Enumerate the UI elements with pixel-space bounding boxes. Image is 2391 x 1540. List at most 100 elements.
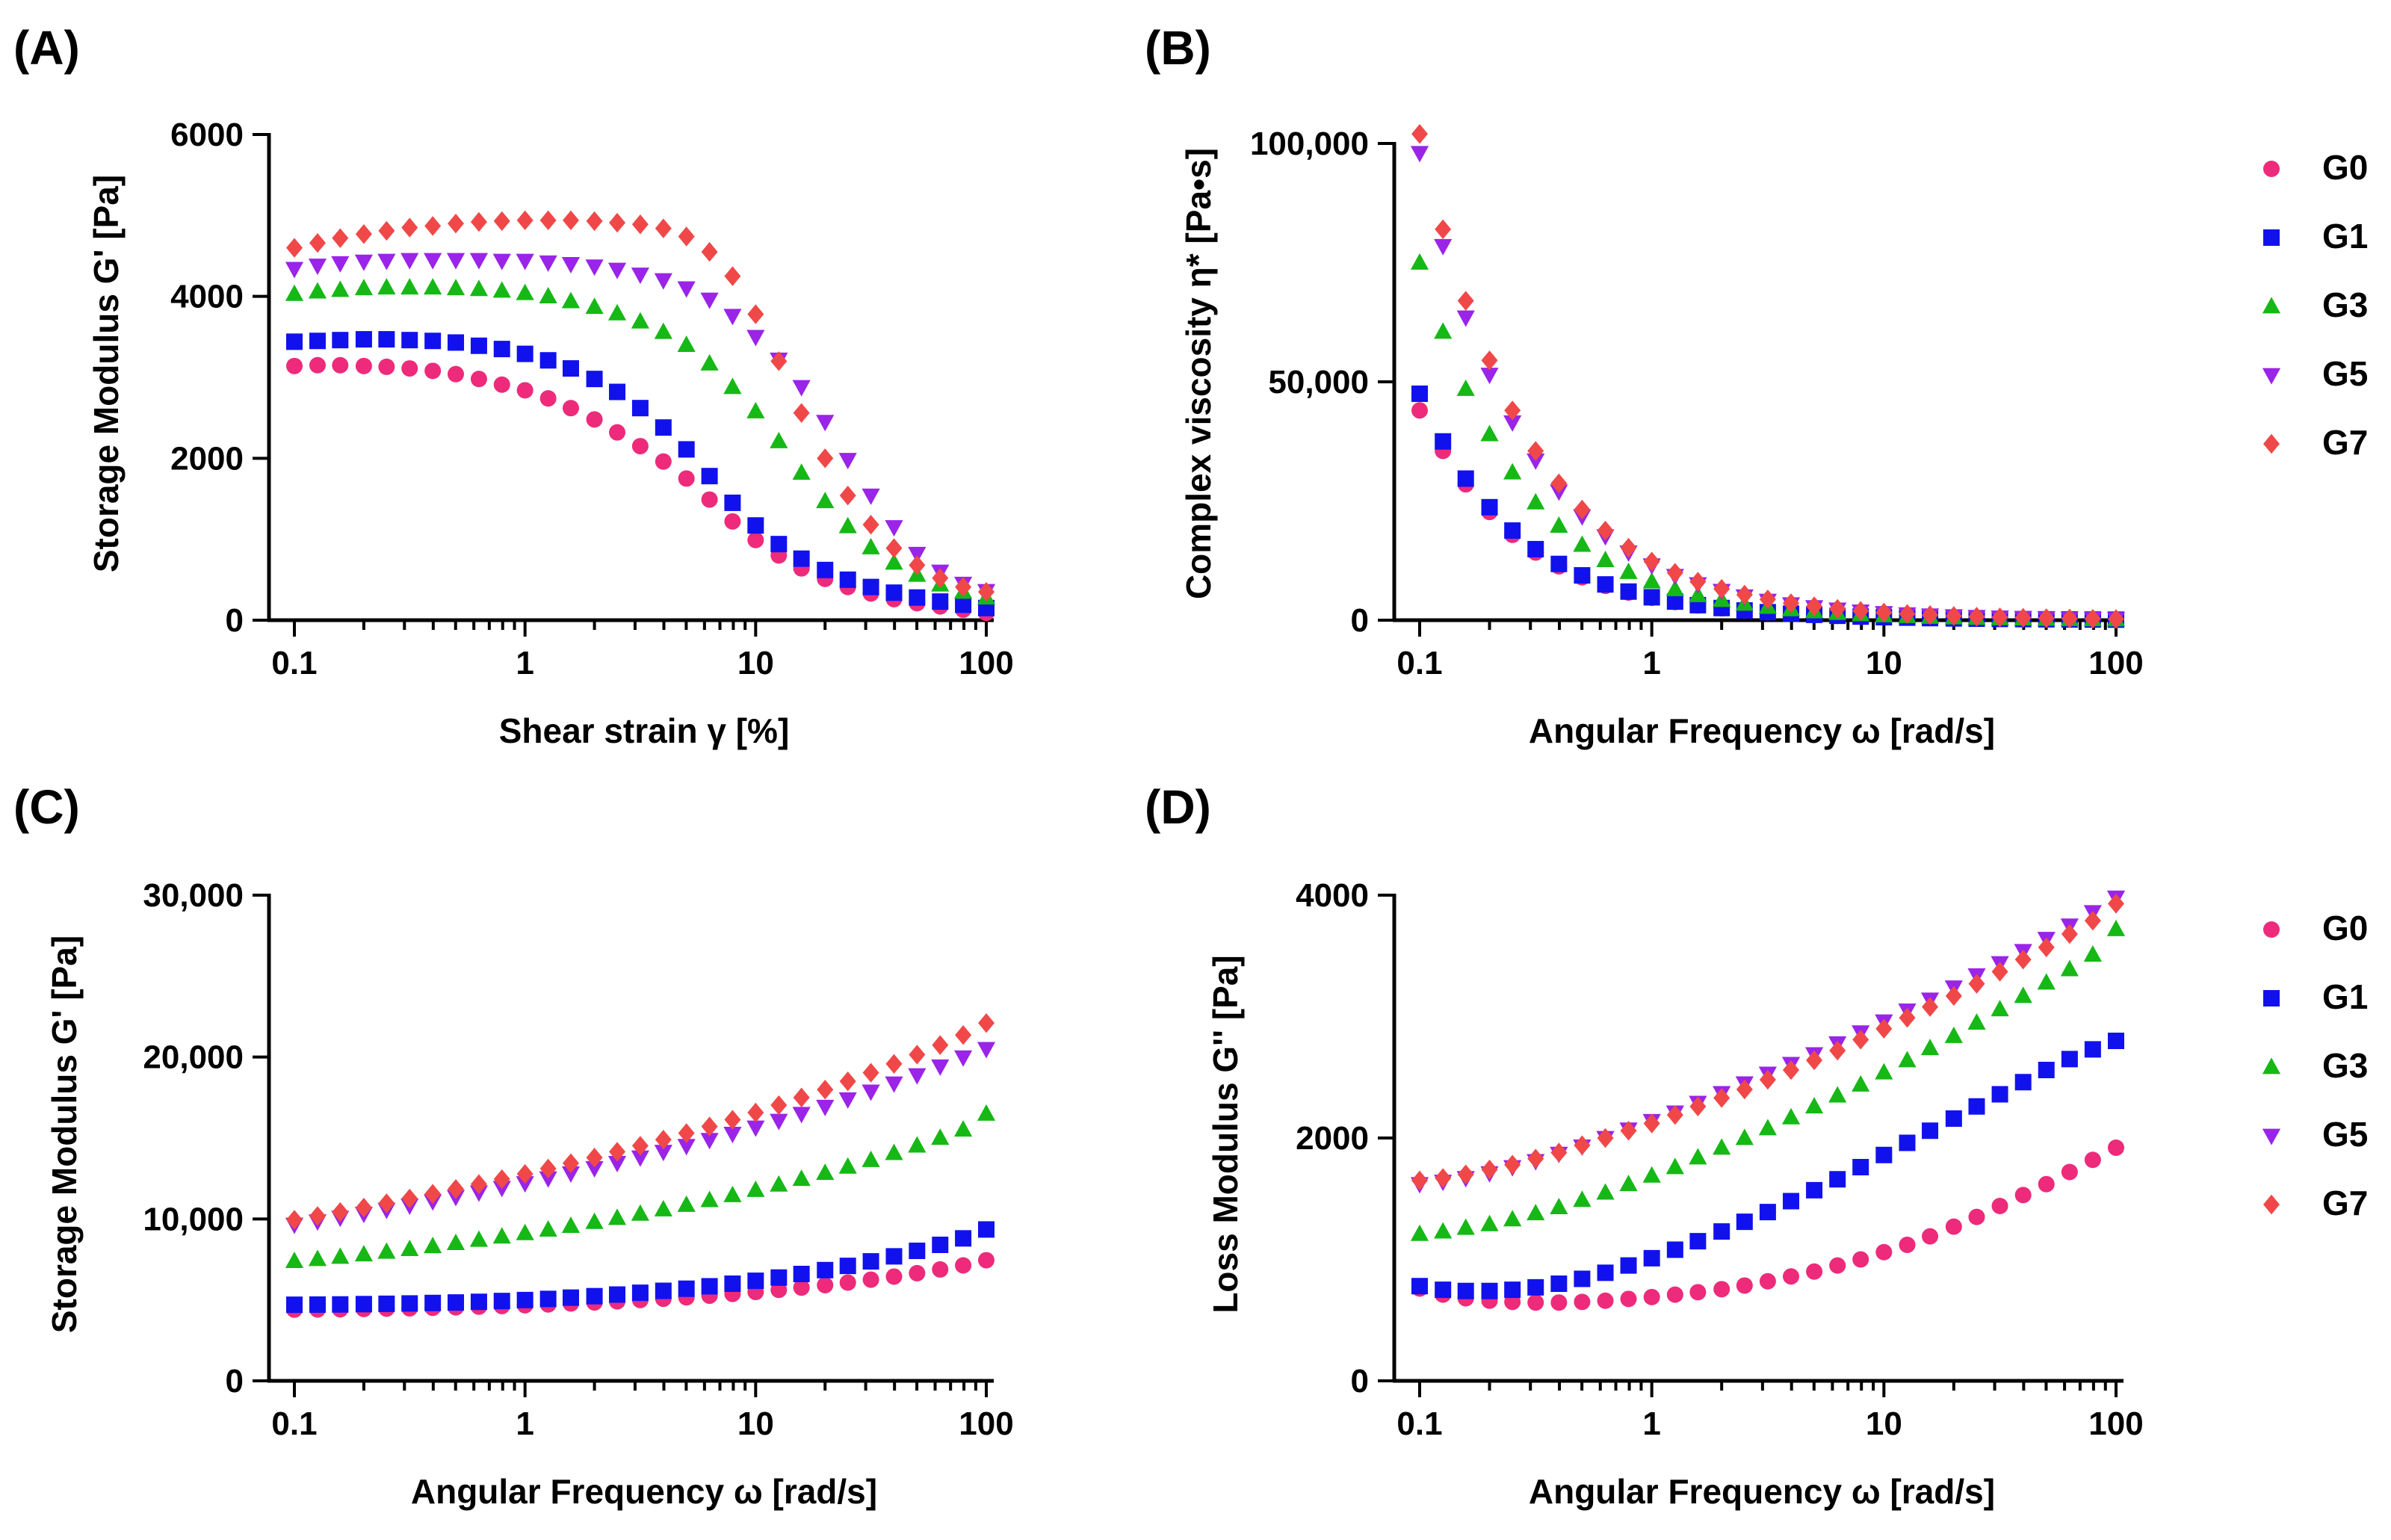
panel-b-x-tick-label: 10 [1866, 645, 1902, 681]
panel-d-point-g0 [2014, 1187, 2032, 1204]
panel-c-point-g3 [446, 1233, 465, 1250]
panel-d-series-g1 [1411, 1033, 2124, 1299]
legend-label-g0: G0 [2322, 909, 2368, 947]
panel-a-point-g1 [793, 550, 810, 567]
legend-label-g3: G3 [2322, 1046, 2368, 1085]
panel-a-label: (A) [13, 21, 80, 75]
panel-a-point-g7 [978, 581, 995, 602]
panel-c-point-g3 [677, 1195, 696, 1212]
panel-b-point-g7 [1759, 589, 1776, 610]
legend-marker-g0 [2263, 921, 2280, 938]
legend-label-g0: G0 [2322, 148, 2368, 187]
panel-a-point-g3 [561, 291, 581, 309]
legend-label-g7: G7 [2322, 1184, 2368, 1222]
panel-a-y-tick-label: 6000 [170, 117, 244, 153]
legend-entry-g3: G3 [2262, 1046, 2368, 1085]
panel-b-point-g3 [1434, 322, 1453, 339]
panel-a-point-g5 [607, 262, 627, 279]
panel-d-point-g7 [1713, 1088, 1730, 1108]
panel-a-point-g0 [539, 390, 557, 407]
panel-c-point-g7 [909, 1045, 926, 1065]
panel-d-point-g7 [1666, 1104, 1683, 1125]
panel-a-point-g3 [792, 463, 811, 480]
panel-d-point-g1 [2084, 1041, 2101, 1058]
panel-c-y-axis-title: Storage Modulus G' [Pa] [45, 936, 84, 1333]
panel-b-point-g7 [2014, 607, 2032, 628]
panel-d-x-tick-label: 1 [1642, 1406, 1660, 1442]
panel-a-point-g7 [470, 211, 487, 232]
panel-c-point-g7 [332, 1202, 349, 1222]
panel-c-point-g1 [355, 1296, 372, 1313]
panel-d-point-g1 [1597, 1264, 1614, 1281]
panel-b-point-g7 [2061, 608, 2078, 629]
panel-c-point-g3 [816, 1163, 835, 1181]
panel-d-point-g0 [1991, 1198, 2008, 1214]
panel-a-x-tick-label: 0.1 [271, 645, 317, 681]
panel-a-point-g7 [655, 218, 672, 238]
panel-b-point-g3 [1642, 572, 1661, 589]
panel-d-point-g0 [1643, 1288, 1660, 1305]
panel-b-point-g1 [1435, 433, 1452, 450]
panel-a-point-g3 [354, 279, 374, 296]
panel-a-series-g7 [286, 210, 995, 602]
panel-d-point-g1 [1875, 1146, 1893, 1163]
panel-c-point-g3 [723, 1185, 742, 1202]
panel-c-point-g3 [308, 1249, 327, 1267]
panel-d-point-g3 [1920, 1039, 1940, 1056]
panel-a-x-tick-label: 10 [737, 645, 774, 681]
panel-a-point-g3 [862, 537, 880, 554]
panel-a-point-g0 [286, 357, 303, 374]
panel-d-point-g3 [2106, 919, 2126, 936]
legend-marker-g5 [2262, 1128, 2281, 1145]
panel-d-point-g1 [1759, 1204, 1776, 1221]
panel-a-point-g1 [586, 371, 603, 388]
panel-a-point-g7 [747, 304, 764, 324]
panel-a-point-g5 [377, 253, 396, 270]
panel-b-point-g7 [2084, 608, 2101, 629]
panel-a-point-g7 [562, 210, 579, 231]
panel-c-point-g0 [862, 1271, 879, 1288]
legend-label-g1: G1 [2322, 217, 2368, 256]
panel-c-point-g1 [724, 1275, 741, 1292]
panel-c-point-g3 [885, 1143, 903, 1160]
panel-b-point-g1 [1574, 567, 1591, 584]
panel-a-point-g3 [400, 278, 419, 295]
panel-d-point-g7 [2014, 949, 2032, 970]
panel-d-point-g3 [1967, 1012, 1986, 1030]
panel-a-point-g5 [862, 488, 880, 505]
panel-c-point-g7 [701, 1116, 718, 1137]
panel-c-point-g3 [607, 1208, 627, 1225]
panel-b-point-g7 [1620, 537, 1637, 558]
panel-d-point-g7 [1945, 986, 1962, 1006]
panel-d-point-g7 [1875, 1018, 1893, 1039]
panel-a-point-g1 [817, 561, 834, 578]
panel-c-point-g1 [862, 1253, 879, 1270]
panel-a-point-g7 [909, 555, 926, 575]
panel-d-point-g7 [1759, 1069, 1776, 1090]
panel-c-point-g3 [770, 1175, 788, 1192]
panel-c-point-g0 [885, 1268, 903, 1285]
panel-a-point-g3 [424, 278, 442, 295]
panel-d-point-g7 [2108, 894, 2124, 914]
panel-a-point-g3 [607, 303, 627, 321]
panel-b-point-g7 [1736, 584, 1753, 605]
panel-d-point-g7 [1504, 1154, 1521, 1175]
panel-c-point-g3 [400, 1239, 419, 1256]
panel-a-point-g3 [539, 287, 557, 304]
panel-b-point-g7 [1875, 602, 1893, 622]
panel-b-point-g1 [1481, 498, 1498, 516]
panel-a-point-g1 [655, 419, 672, 436]
legend-entry-g3: G3 [2262, 285, 2368, 324]
panel-d-point-g7 [1689, 1096, 1707, 1116]
panel-c-point-g1 [678, 1280, 695, 1297]
panel-a-point-g0 [378, 358, 395, 375]
panel-b-label: (B) [1145, 21, 1211, 75]
panel-d-point-g0 [1783, 1268, 1800, 1285]
panel-a-point-g5 [516, 253, 534, 270]
panel-c-point-g1 [770, 1269, 788, 1286]
panel-c-point-g1 [448, 1294, 465, 1311]
panel-b-point-g5 [1434, 238, 1453, 256]
panel-c-point-g1 [955, 1230, 972, 1247]
panel-c-point-g0 [817, 1276, 834, 1293]
panel-b-point-g7 [1829, 599, 1846, 619]
